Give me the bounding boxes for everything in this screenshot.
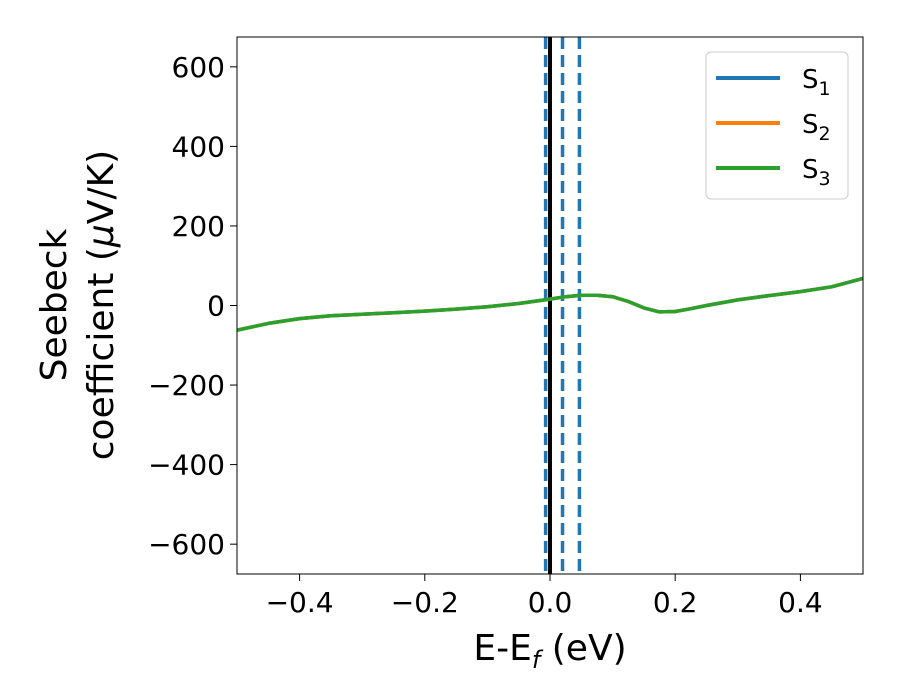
x-tick-label: 0.2 — [653, 586, 698, 619]
legend-label-2: S2 — [802, 110, 831, 145]
x-tick-label: 0.4 — [778, 586, 823, 619]
legend-box — [705, 51, 849, 200]
y-axis-title: Seebeck coefficient (μV/K) — [34, 150, 122, 460]
legend-label-1: S1 — [802, 65, 831, 100]
y-tick-label: −200 — [148, 369, 225, 402]
y-tick-label: 200 — [172, 210, 225, 243]
y-axis-ticks: −600 −400 −200 0 200 400 600 — [148, 51, 237, 561]
y-tick-label: 0 — [207, 290, 225, 323]
y-tick-label: 600 — [172, 51, 225, 84]
x-tick-label: −0.4 — [266, 586, 334, 619]
y-tick-label: −400 — [148, 449, 225, 482]
x-tick-label: 0.0 — [528, 586, 573, 619]
x-axis-title: E-Ef (eV) — [473, 628, 626, 674]
y-axis-title-line1: Seebeck — [34, 228, 75, 381]
x-tick-label: −0.2 — [391, 586, 459, 619]
series-line-3 — [237, 276, 863, 332]
reference-lines — [543, 37, 582, 574]
legend: S1 S2 S3 — [705, 51, 849, 200]
legend-label-3: S3 — [802, 155, 831, 190]
x-axis-ticks: −0.4 −0.2 0.0 0.2 0.4 — [266, 574, 823, 619]
y-tick-label: 400 — [172, 130, 225, 163]
series-lines — [237, 276, 863, 332]
y-tick-label: −600 — [148, 528, 225, 561]
y-axis-title-line2: coefficient (μV/K) — [81, 150, 122, 460]
